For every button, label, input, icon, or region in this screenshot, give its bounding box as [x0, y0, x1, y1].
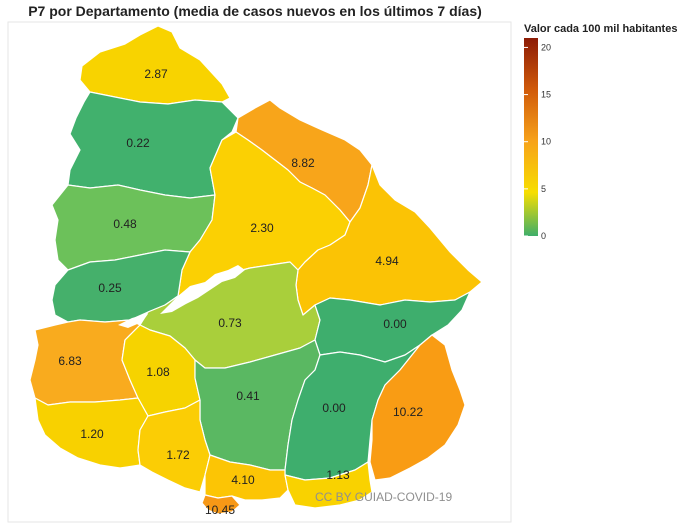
- dept-value-label: 2.30: [250, 221, 274, 235]
- lake-palmar: [118, 314, 148, 328]
- dept-value-label: 8.82: [291, 156, 315, 170]
- legend-tick-label: 10: [541, 137, 551, 147]
- dept-value-label: 0.73: [218, 316, 242, 330]
- dept-value-label: 10.22: [393, 405, 423, 419]
- dept-value-label: 1.13: [326, 468, 350, 482]
- dept-value-label: 1.72: [166, 448, 190, 462]
- legend-tick-label: 15: [541, 90, 551, 100]
- dept-value-label: 0.48: [113, 217, 137, 231]
- dept-value-label: 0.22: [126, 136, 150, 150]
- dept-value-label: 0.00: [383, 317, 407, 331]
- credit-watermark: CC BY GUIAD-COVID-19: [315, 490, 453, 504]
- dept-value-label: 6.83: [58, 354, 82, 368]
- dept-value-label: 0.41: [236, 389, 260, 403]
- dept-maldonado[interactable]: [284, 461, 373, 509]
- legend-tick-label: 20: [541, 42, 551, 52]
- legend-tick-label: 0: [541, 231, 546, 241]
- map-title: P7 por Departamento (media de casos nuev…: [28, 3, 482, 19]
- dept-montevideo[interactable]: [201, 494, 241, 515]
- dept-value-label: 1.08: [146, 365, 170, 379]
- dept-value-label: 1.20: [80, 427, 104, 441]
- dept-value-label: 10.45: [205, 503, 235, 517]
- legend-colorbar: [524, 38, 538, 236]
- dept-value-label: 2.87: [144, 67, 168, 81]
- lake-rincon-del-bonete: [160, 265, 245, 314]
- dept-san-jose[interactable]: [137, 399, 211, 493]
- map-frame: [7, 21, 512, 523]
- legend-title: Valor cada 100 mil habitantes: [524, 23, 678, 35]
- legend-tick-label: 5: [541, 184, 546, 194]
- dept-value-label: 4.94: [375, 254, 399, 268]
- dept-rocha[interactable]: [369, 334, 466, 481]
- dept-value-label: 0.25: [98, 281, 122, 295]
- dept-value-label: 4.10: [231, 473, 255, 487]
- dept-value-label: 0.00: [322, 401, 346, 415]
